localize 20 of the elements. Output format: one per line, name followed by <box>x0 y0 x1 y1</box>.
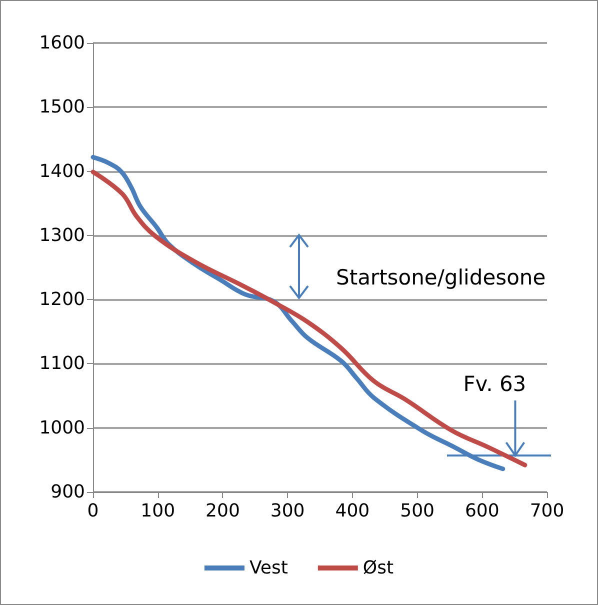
y-tick-label: 1600 <box>39 32 85 54</box>
x-tick-label: 500 <box>400 500 434 522</box>
legend-label: Vest <box>249 558 288 578</box>
y-tick-label: 1500 <box>39 96 85 118</box>
x-tick-label: 600 <box>464 500 500 522</box>
legend-label: Øst <box>362 558 394 578</box>
y-tick-label: 1200 <box>39 289 85 310</box>
y-tick-label: 900 <box>50 482 85 502</box>
y-tick-label: 1100 <box>39 353 85 374</box>
x-tick-label: 700 <box>530 500 564 522</box>
y-tick-label: 1400 <box>39 160 85 182</box>
y-tick-label: 1300 <box>39 224 85 246</box>
x-tick-label: 0 <box>87 500 99 522</box>
x-tick-label: 400 <box>335 500 370 522</box>
annotation: Fv. 63 <box>463 372 526 396</box>
y-tick-label: 1000 <box>39 417 85 438</box>
x-tick-label: 200 <box>206 500 240 522</box>
x-tick-label: 100 <box>140 500 176 522</box>
x-tick-label: 300 <box>270 500 305 522</box>
annotation: Startsone/glidesone <box>336 266 546 290</box>
